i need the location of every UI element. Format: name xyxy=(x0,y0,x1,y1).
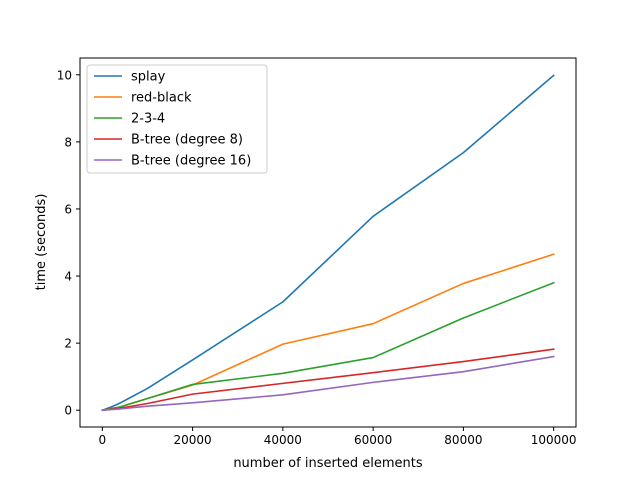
x-tick-label: 60000 xyxy=(354,433,392,447)
legend-box xyxy=(86,64,268,174)
series-line-2 xyxy=(101,281,555,412)
y-tick-label: 2 xyxy=(64,337,72,351)
x-tick-label: 80000 xyxy=(444,433,482,447)
legend-label: splay xyxy=(131,70,166,85)
y-tick-label: 0 xyxy=(64,404,72,418)
y-axis-label: time (seconds) xyxy=(34,194,49,291)
x-tick-label: 0 xyxy=(99,433,107,447)
plot-frame xyxy=(79,57,577,428)
y-axis-ticks: 0 2 4 6 8 10 xyxy=(57,68,80,418)
series-line-4 xyxy=(101,355,555,412)
legend-label: B-tree (degree 16) xyxy=(131,154,251,169)
x-axis-ticks: 0 20000 40000 60000 80000 100000 xyxy=(99,427,577,447)
y-tick-label: 8 xyxy=(64,135,72,149)
y-tick-label: 6 xyxy=(64,202,72,216)
x-tick-label: 100000 xyxy=(531,433,577,447)
y-tick-label: 4 xyxy=(64,270,72,284)
legend-label: red-black xyxy=(131,91,192,106)
x-axis-label: number of inserted elements xyxy=(233,456,423,471)
y-tick-label: 10 xyxy=(57,68,72,82)
x-tick-label: 40000 xyxy=(264,433,302,447)
x-tick-label: 20000 xyxy=(174,433,212,447)
series-line-0 xyxy=(101,74,555,412)
legend-label: B-tree (degree 8) xyxy=(131,133,243,148)
series-layer xyxy=(101,74,555,412)
legend: splay red-black 2-3-4 B-tree (degree 8) B-tr… xyxy=(86,64,268,174)
legend-label: 2-3-4 xyxy=(131,112,165,127)
